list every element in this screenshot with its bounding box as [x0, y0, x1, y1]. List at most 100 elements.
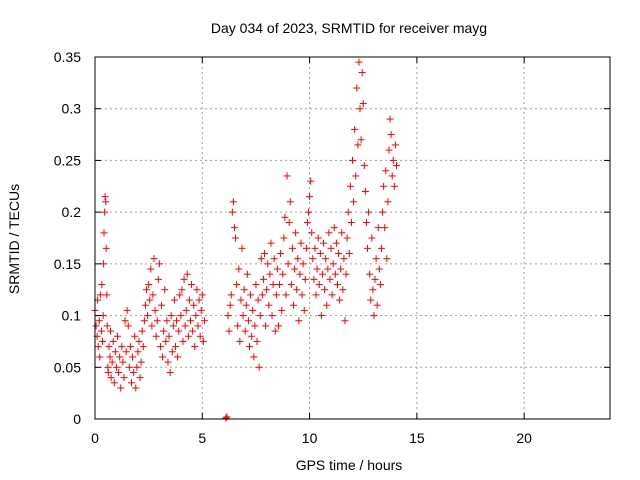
data-point	[291, 265, 299, 273]
data-point	[370, 312, 378, 320]
data-point	[369, 286, 377, 294]
data-point	[193, 286, 201, 294]
data-point	[148, 322, 156, 330]
data-point	[365, 208, 373, 216]
data-point	[139, 343, 147, 351]
data-point	[194, 322, 202, 330]
data-point	[130, 368, 138, 376]
data-point	[285, 218, 293, 226]
data-point	[251, 322, 259, 330]
data-point	[376, 281, 384, 289]
data-point	[281, 213, 289, 221]
data-point	[362, 218, 370, 226]
data-point	[366, 270, 374, 278]
plot-frame	[94, 56, 611, 420]
data-point	[263, 286, 271, 294]
data-point	[331, 270, 339, 278]
data-point	[289, 301, 297, 309]
chart-title: Day 034 of 2023, SRMTID for receiver may…	[211, 20, 487, 36]
data-point	[112, 363, 120, 371]
data-point	[129, 353, 137, 361]
data-point	[198, 291, 206, 299]
data-point	[377, 244, 385, 252]
data-point	[309, 255, 317, 263]
data-point	[292, 229, 300, 237]
data-point	[151, 306, 159, 314]
data-point	[197, 306, 205, 314]
data-point	[118, 343, 126, 351]
data-point	[341, 317, 349, 325]
data-point	[266, 270, 274, 278]
data-point	[282, 291, 290, 299]
data-point	[261, 250, 269, 258]
axis-ticks: 0 5 10 15 20 0 0.05 0.1 0.15 0.2 0.25 0.3 0.35	[54, 49, 610, 446]
data-point	[391, 141, 399, 149]
data-point	[373, 301, 381, 309]
data-point	[252, 281, 260, 289]
data-point	[328, 291, 336, 299]
data-point	[340, 255, 348, 263]
data-point	[323, 301, 331, 309]
data-point	[228, 208, 236, 216]
data-point	[222, 414, 230, 422]
data-point	[268, 312, 276, 320]
data-point	[359, 100, 367, 108]
data-point	[100, 260, 108, 268]
data-point	[106, 353, 114, 361]
data-point	[351, 125, 359, 133]
data-point	[358, 69, 366, 77]
data-point	[184, 332, 192, 340]
x-tick-label: 0	[91, 430, 99, 446]
data-point	[387, 131, 395, 139]
data-point	[312, 291, 320, 299]
data-point	[152, 332, 160, 340]
data-point	[298, 291, 306, 299]
data-point	[236, 337, 244, 345]
data-point	[102, 198, 110, 206]
data-point	[278, 306, 286, 314]
data-point	[141, 301, 149, 309]
data-point	[325, 229, 333, 237]
data-point	[186, 317, 194, 325]
data-point	[226, 301, 234, 309]
data-point	[333, 281, 341, 289]
data-point	[342, 270, 350, 278]
data-point	[164, 358, 172, 366]
data-point	[344, 208, 352, 216]
data-point	[294, 255, 302, 263]
data-point	[336, 296, 344, 304]
data-point	[232, 234, 240, 242]
data-point	[196, 332, 204, 340]
data-point	[170, 296, 178, 304]
data-point	[101, 193, 109, 201]
data-point	[392, 162, 400, 170]
data-point	[115, 368, 123, 376]
data-point	[345, 250, 353, 258]
data-point	[126, 343, 134, 351]
data-point	[372, 255, 380, 263]
data-point	[273, 265, 281, 273]
data-point	[225, 327, 233, 335]
data-point	[174, 353, 182, 361]
data-point	[94, 343, 102, 351]
data-point	[364, 244, 372, 252]
x-tick-label: 20	[516, 430, 532, 446]
data-point	[199, 337, 207, 345]
data-point	[299, 260, 307, 268]
data-point	[347, 218, 355, 226]
data-point	[102, 244, 110, 252]
data-point	[134, 348, 142, 356]
data-point	[114, 332, 122, 340]
data-point	[296, 270, 304, 278]
data-point	[121, 317, 129, 325]
data-point	[332, 239, 340, 247]
data-point	[154, 275, 162, 283]
data-point	[270, 255, 278, 263]
data-point	[382, 167, 390, 175]
data-point	[162, 337, 170, 345]
data-point	[246, 343, 253, 351]
data-point	[173, 317, 181, 325]
data-point	[295, 317, 303, 325]
data-point	[276, 281, 284, 289]
